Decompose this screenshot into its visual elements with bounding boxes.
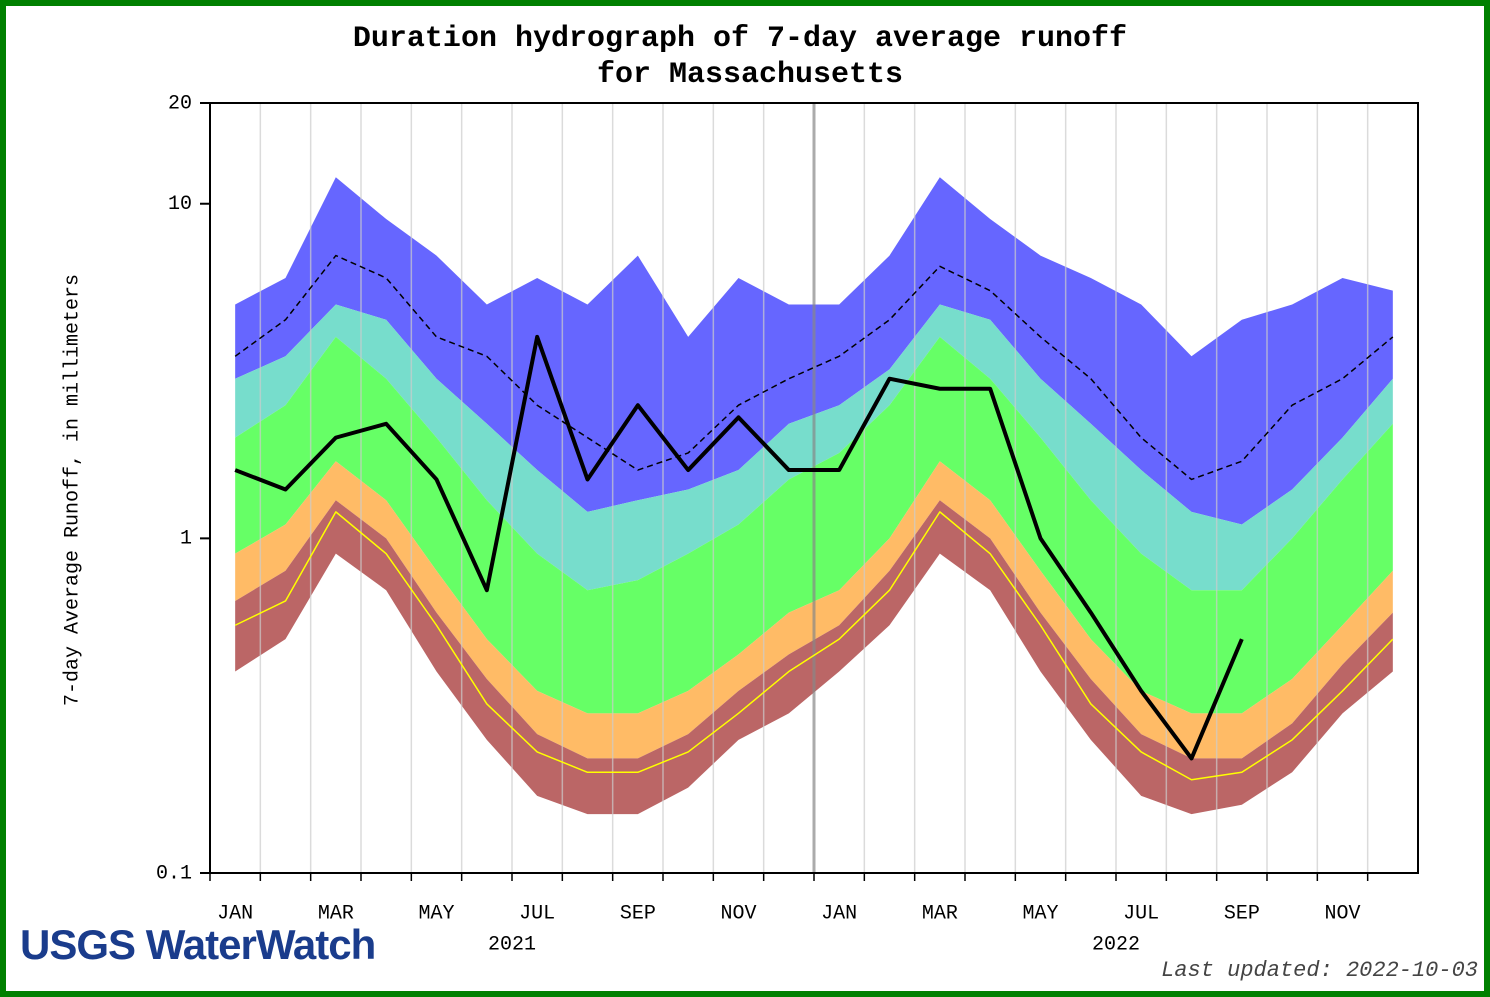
runoff-line	[234, 334, 1244, 761]
chart-title: Duration hydrograph of 7-day average run…	[353, 22, 1127, 56]
chart-subtitle: for Massachusetts	[597, 58, 903, 92]
x-tick-label: SEP	[1224, 902, 1260, 925]
x-tick-label: NOV	[1324, 902, 1360, 925]
x-tick-label: MAY	[1022, 902, 1058, 925]
year-label: 2022	[1092, 933, 1140, 956]
runoff-line	[234, 511, 1394, 781]
x-tick-label: JAN	[217, 902, 253, 925]
x-tick-label: MAY	[418, 902, 454, 925]
y-axis-label: 7-day Average Runoff, in millimeters	[61, 274, 84, 706]
x-tick-label: MAR	[318, 902, 354, 925]
x-tick-label: JUL	[1123, 902, 1159, 925]
y-tick-label: 1	[180, 528, 192, 551]
year-label: 2021	[488, 933, 536, 956]
x-tick-label: NOV	[720, 902, 756, 925]
y-tick-label: 20	[168, 92, 192, 115]
footnote: Last updated: 2022-10-03	[1161, 958, 1478, 983]
x-tick-label: SEP	[620, 902, 656, 925]
dashed-line	[234, 254, 1394, 481]
y-tick-label: 0.1	[156, 862, 192, 885]
x-tick-label: MAR	[922, 902, 958, 925]
y-tick-label: 10	[168, 193, 192, 216]
x-tick-label: JUL	[519, 902, 555, 925]
x-tick-label: JAN	[821, 902, 857, 925]
logo: USGS WaterWatch	[20, 921, 375, 968]
